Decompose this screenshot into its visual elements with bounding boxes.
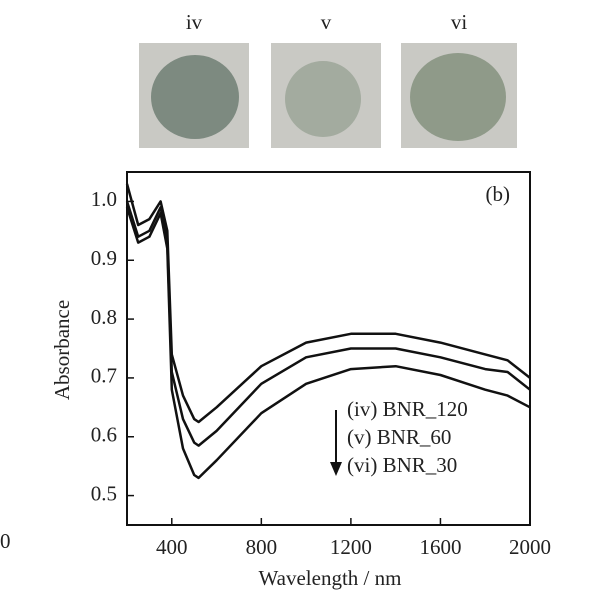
x-tick-label: 2000 [509,535,551,559]
x-tick-label: 1200 [330,535,372,559]
legend-entry: (iv) BNR_120 [347,397,468,421]
series-line [125,201,531,447]
cropped-text: 0 [0,529,11,553]
panel-label: (b) [486,182,511,206]
photo-label: vi [451,10,468,34]
photo-strip: iv v vi [139,10,517,148]
y-tick-label: 0.7 [91,364,117,388]
x-tick-label: 400 [156,535,188,559]
sample [410,53,506,141]
photo-label: iv [186,10,203,34]
legend-entry: (v) BNR_60 [347,425,451,449]
y-tick-label: 1.0 [91,187,117,211]
series-line [125,206,531,480]
legend-entry: (vi) BNR_30 [347,453,457,477]
y-tick-label: 0.5 [91,481,117,505]
x-tick-label: 1600 [419,535,461,559]
series-line [125,183,531,424]
y-tick-label: 0.9 [91,246,117,270]
plot-frame [126,171,531,526]
y-tick-label: 0.6 [91,423,117,447]
photo-label: v [321,10,332,34]
sample [151,55,239,139]
legend-arrowhead [330,462,342,476]
y-axis-label: Absorbance [50,300,74,400]
sample [285,61,361,137]
y-tick-label: 0.8 [91,305,117,329]
x-axis-label: Wavelength / nm [259,566,402,590]
x-tick-label: 800 [246,535,278,559]
